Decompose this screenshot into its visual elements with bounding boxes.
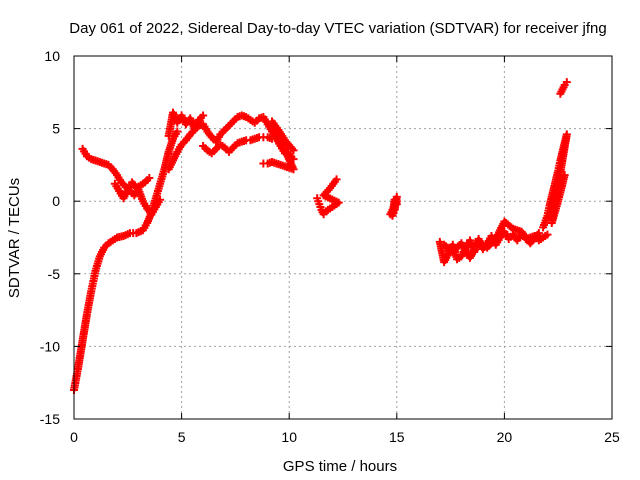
x-tick-label: 15 bbox=[389, 429, 405, 445]
y-tick-label: -5 bbox=[48, 266, 61, 282]
x-axis-label: GPS time / hours bbox=[283, 458, 397, 475]
x-tick-label: 0 bbox=[70, 429, 78, 445]
data-point bbox=[543, 230, 552, 239]
chart-title: Day 061 of 2022, Sidereal Day-to-day VTE… bbox=[69, 20, 606, 37]
x-tick-label: 10 bbox=[281, 429, 297, 445]
x-tick-label: 5 bbox=[178, 429, 186, 445]
data-point bbox=[392, 200, 401, 209]
data-point bbox=[562, 78, 571, 87]
y-tick-label: -10 bbox=[40, 338, 60, 354]
plot-frame bbox=[73, 55, 613, 420]
data-point bbox=[560, 171, 569, 180]
data-point bbox=[289, 146, 298, 155]
y-tick-label: 5 bbox=[52, 121, 60, 137]
data-point bbox=[332, 175, 341, 184]
y-tick-label: 10 bbox=[44, 48, 60, 64]
axis-ticks: 0 5 10 15 20 25 -15 -10 -5 0 5 10 bbox=[40, 48, 620, 445]
data-point bbox=[173, 127, 182, 136]
data-point bbox=[156, 195, 165, 204]
y-tick-label: 0 bbox=[52, 193, 60, 209]
y-tick-label: -15 bbox=[40, 411, 60, 427]
x-tick-label: 25 bbox=[604, 429, 620, 445]
data-point bbox=[145, 173, 154, 182]
y-axis-label: SDTVAR / TECUs bbox=[6, 178, 23, 298]
x-tick-label: 20 bbox=[497, 429, 513, 445]
data-point bbox=[534, 229, 543, 238]
data-point bbox=[199, 111, 208, 120]
data-points bbox=[70, 78, 571, 394]
